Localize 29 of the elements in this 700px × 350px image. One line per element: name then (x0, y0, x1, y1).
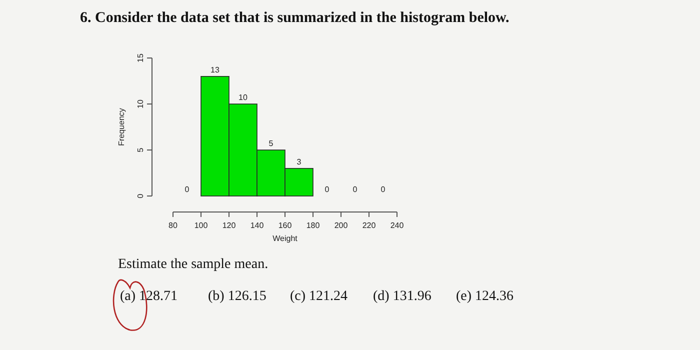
data-label: 3 (296, 157, 302, 166)
y-axis-title: Frequency (117, 108, 126, 146)
x-tick-label: 160 (278, 221, 292, 230)
data-label: 13 (210, 65, 220, 74)
data-label: 10 (238, 93, 248, 102)
x-tick-label: 100 (194, 221, 208, 230)
x-tick-label: 120 (222, 221, 236, 230)
x-tick-label: 80 (168, 221, 178, 230)
text: (c) 121.24 (290, 289, 348, 304)
x-tick-label: 220 (362, 221, 376, 230)
y-tick-label: 0 (136, 193, 145, 198)
x-tick-label: 140 (250, 221, 264, 230)
data-label: 0 (324, 185, 330, 194)
x-tick-label: 240 (390, 221, 404, 230)
y-tick-label: 15 (136, 53, 145, 62)
y-tick-label: 5 (136, 147, 145, 152)
x-tick-label: 180 (306, 221, 320, 230)
data-label: 0 (380, 185, 386, 194)
data-label: 0 (184, 185, 190, 194)
data-label: 0 (352, 185, 358, 194)
x-tick-label: 200 (334, 221, 348, 230)
text: (d) 131.96 (373, 289, 432, 304)
text: (b) 126.15 (208, 289, 266, 304)
chart-title: 6. Consider the data set that is summarized in the histogram below. (80, 10, 510, 26)
text: (e) 124.36 (456, 289, 514, 304)
x-axis-title: Weight (272, 234, 298, 243)
text: Estimate the sample mean. (118, 257, 268, 272)
data-label: 5 (268, 139, 274, 148)
y-tick-label: 10 (136, 99, 145, 108)
